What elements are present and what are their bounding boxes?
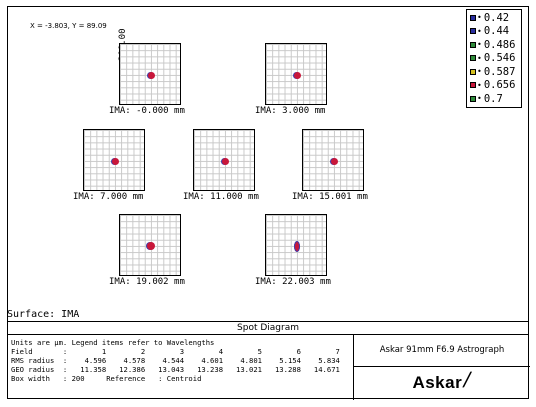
legend-swatch-icon bbox=[470, 95, 476, 102]
legend-item: • 0.44 bbox=[470, 25, 521, 39]
legend-label: 0.42 bbox=[483, 11, 510, 24]
spot-dot bbox=[147, 71, 155, 79]
legend-item: • 0.7 bbox=[470, 92, 521, 106]
legend-label: 0.486 bbox=[483, 38, 516, 51]
spot-label: IMA: 7.000 mm bbox=[73, 192, 144, 202]
spot-statistics: Units are µm. Legend items refer to Wave… bbox=[11, 338, 340, 383]
legend-swatch-icon bbox=[470, 28, 476, 35]
spot-box bbox=[265, 43, 327, 105]
plot-frame: X = -3.803, Y = 89.09 200.00 IMA: -0.000… bbox=[7, 6, 529, 399]
legend-swatch-icon bbox=[470, 82, 476, 89]
info-footer: Spot Diagram Units are µm. Legend items … bbox=[7, 321, 530, 400]
spot-dot bbox=[294, 240, 300, 252]
legend-item: • 0.546 bbox=[470, 52, 521, 66]
spot-box bbox=[83, 129, 145, 191]
wavelength-legend: • 0.42 • 0.44 • 0.486 • 0.546 • 0.587 • 0.656 … bbox=[466, 9, 522, 108]
spot-label: IMA: 11.000 mm bbox=[183, 192, 259, 202]
legend-item: • 0.42 bbox=[470, 11, 521, 25]
legend-swatch-icon bbox=[470, 14, 476, 21]
spot-dot bbox=[111, 157, 119, 165]
spot-dot bbox=[221, 157, 229, 165]
info-line: Box width : 200 Reference : Centroid bbox=[11, 374, 202, 383]
brand-logo: Askar╱ bbox=[354, 367, 530, 399]
spot-box bbox=[193, 129, 255, 191]
spot-label: IMA: -0.000 mm bbox=[109, 106, 185, 116]
surface-label: Surface: IMA bbox=[7, 309, 80, 320]
spot-box bbox=[119, 214, 181, 276]
spot-label: IMA: 3.000 mm bbox=[255, 106, 326, 116]
spot-label: IMA: 22.003 mm bbox=[255, 277, 331, 287]
diagram-title: Spot Diagram bbox=[7, 322, 529, 335]
info-line: RMS radius : 4.596 4.578 4.544 4.601 4.8… bbox=[11, 356, 340, 365]
legend-item: • 0.587 bbox=[470, 65, 521, 79]
spot-dot bbox=[330, 157, 338, 165]
spot-box bbox=[302, 129, 364, 191]
system-name: Askar 91mm F6.9 Astrograph bbox=[354, 335, 530, 367]
info-line: Units are µm. Legend items refer to Wave… bbox=[11, 338, 215, 347]
spot-dot bbox=[147, 242, 155, 250]
spot-label: IMA: 15.001 mm bbox=[292, 192, 368, 202]
legend-label: 0.656 bbox=[483, 79, 516, 92]
legend-swatch-icon bbox=[470, 41, 476, 48]
system-panel: Askar 91mm F6.9 Astrograph Askar╱ bbox=[353, 335, 530, 400]
legend-label: 0.7 bbox=[483, 92, 503, 105]
legend-label: 0.546 bbox=[483, 52, 516, 65]
legend-label: 0.44 bbox=[483, 25, 510, 38]
spot-box bbox=[119, 43, 181, 105]
legend-swatch-icon bbox=[470, 68, 476, 75]
spot-dot bbox=[293, 71, 301, 79]
legend-item: • 0.656 bbox=[470, 79, 521, 93]
cursor-readout: X = -3.803, Y = 89.09 bbox=[30, 22, 107, 30]
legend-label: 0.587 bbox=[483, 65, 516, 78]
legend-item: • 0.486 bbox=[470, 38, 521, 52]
logo-text: Askar bbox=[412, 373, 463, 392]
spot-label: IMA: 19.002 mm bbox=[109, 277, 185, 287]
info-line: GEO radius : 11.358 12.386 13.043 13.238… bbox=[11, 365, 340, 374]
legend-swatch-icon bbox=[470, 55, 476, 62]
info-line: Field : 1 2 3 4 5 6 7 bbox=[11, 347, 340, 356]
logo-mark-icon: ╱ bbox=[463, 372, 472, 387]
spot-box bbox=[265, 214, 327, 276]
